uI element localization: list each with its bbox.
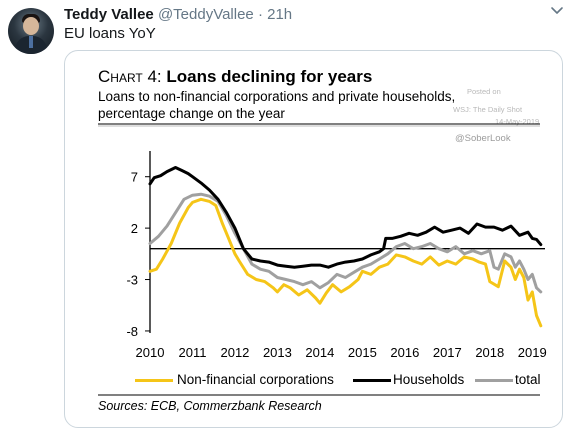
chart-source: Sources: ECB, Commerzbank Research [98, 399, 322, 413]
chart-number: Chart 4: [98, 67, 162, 86]
separator-dot: · [257, 6, 263, 23]
tweet-text: EU loans YoY [64, 25, 156, 42]
x-tick-label: 2017 [433, 345, 462, 360]
series-line-households [148, 166, 543, 269]
x-tick-label: 2019 [518, 345, 547, 360]
tweet-timestamp[interactable]: 21h [267, 6, 293, 23]
author-name[interactable]: Teddy Vallee [64, 6, 154, 23]
chart-svg: 7 2 -3 -8 2010 2011 2012 2013 2014 2015 2016 2017 20… [98, 123, 547, 396]
chart-subtitle: Loans to non-financial corporations and … [98, 88, 518, 122]
y-tick-label: 2 [131, 221, 138, 236]
x-tick-label: 2018 [475, 345, 504, 360]
legend-label-total: total [515, 372, 541, 387]
tweet-header: Teddy Vallee @TeddyVallee · 21h [64, 6, 292, 23]
chart-subtitle-line2: percentage change on the year [98, 106, 285, 121]
series-line-nfc [148, 197, 543, 328]
chart-title-text: Loans declining for years [166, 67, 373, 86]
chart-title: Chart 4: Loans declining for years [98, 67, 372, 87]
y-tick-label: -8 [126, 324, 138, 339]
author-handle[interactable]: @TeddyVallee [157, 6, 254, 23]
tweet-media-card[interactable]: Chart 4: Loans declining for years Loans… [64, 50, 563, 428]
chevron-down-icon[interactable] [549, 4, 565, 18]
watermark-wsj: WSJ: The Daily Shot [453, 105, 523, 114]
series-line-total [148, 192, 543, 294]
legend-label-nfc: Non-financial corporations [177, 372, 334, 387]
watermark-date: 14-May-2019 [495, 117, 540, 126]
x-tick-label: 2014 [305, 345, 334, 360]
watermark-soberlook: @SoberLook [455, 133, 511, 144]
avatar-tie [29, 36, 33, 48]
legend-swatch-total [475, 379, 513, 382]
avatar-face [23, 17, 39, 35]
avatar[interactable] [8, 8, 54, 54]
legend-swatch-nfc [135, 379, 173, 382]
legend-label-households: Households [393, 372, 465, 387]
chart-subtitle-line1: Loans to non-financial corporations and … [98, 89, 456, 104]
y-tick-label: -3 [126, 273, 138, 288]
x-tick-label: 2015 [348, 345, 377, 360]
x-tick-label: 2012 [220, 345, 249, 360]
x-tick-label: 2011 [178, 345, 206, 360]
y-tick-label: 7 [131, 170, 138, 185]
x-tick-label: 2016 [390, 345, 419, 360]
legend-swatch-households [353, 379, 391, 382]
x-tick-label: 2010 [136, 345, 165, 360]
watermark-posted-on: Posted on [467, 87, 501, 96]
x-tick-label: 2013 [263, 345, 292, 360]
